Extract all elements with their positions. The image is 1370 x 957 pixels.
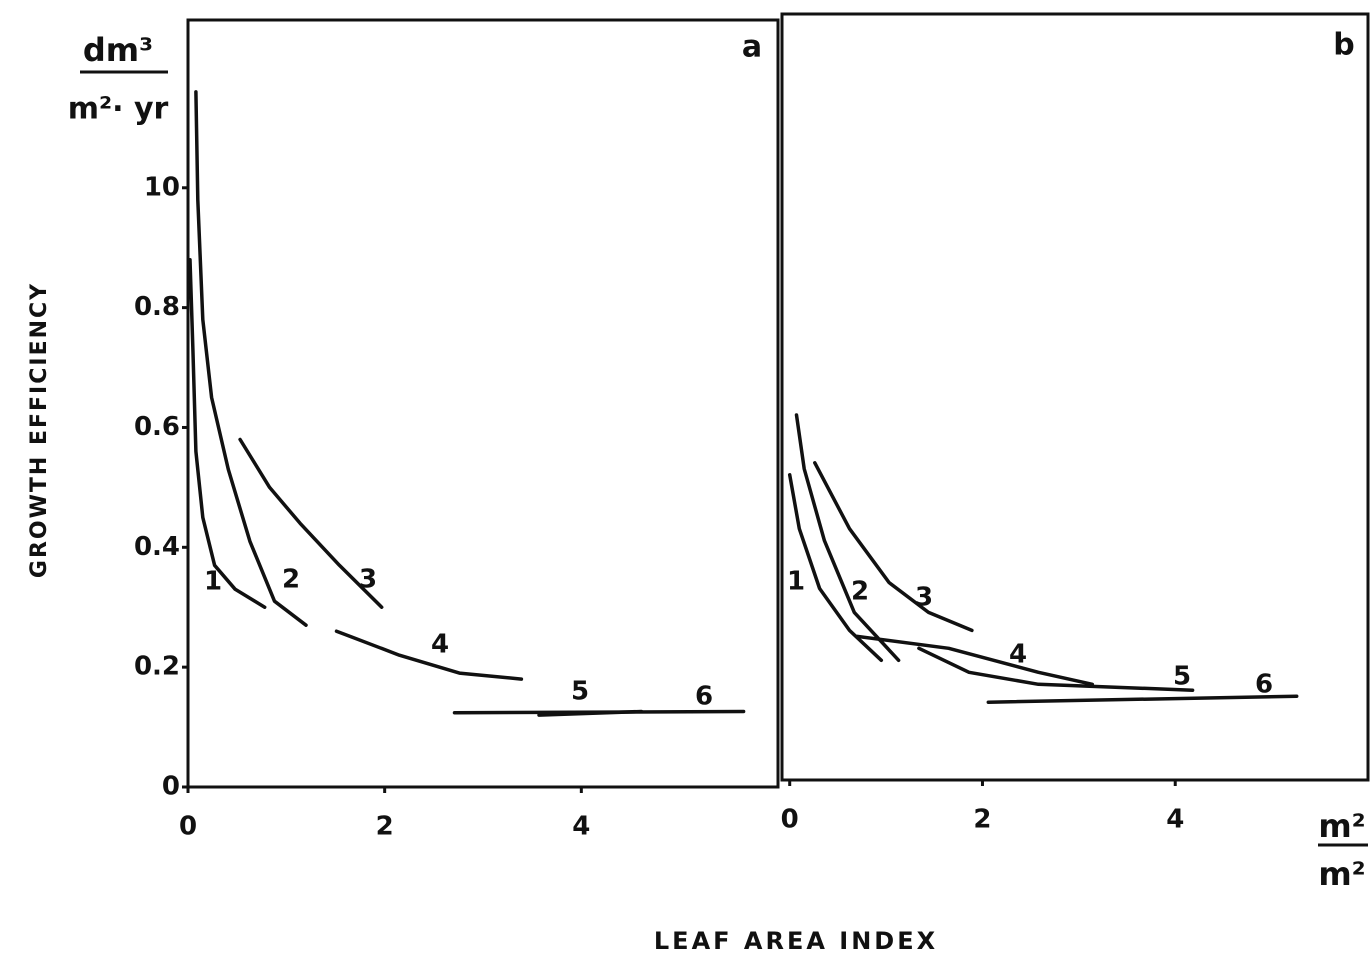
curve-label: 3 <box>359 565 377 595</box>
curve <box>194 90 308 627</box>
curve-label: 5 <box>1173 662 1191 692</box>
panel-label: b <box>1333 28 1354 63</box>
y-unit-numerator: dm³ <box>83 31 153 69</box>
y-axis-label: GROWTH EFFICIENCY <box>27 282 52 578</box>
y-tick-label: 0.2 <box>134 652 180 682</box>
curve <box>188 257 267 609</box>
curve-label: 2 <box>851 577 869 607</box>
curve-label: 3 <box>915 583 933 613</box>
plot-frame <box>186 18 780 789</box>
curve <box>986 694 1299 704</box>
curve-label: 2 <box>282 565 300 595</box>
curve <box>238 437 384 609</box>
y-tick-label: 0 <box>162 772 180 802</box>
curve <box>334 629 524 681</box>
x-tick-label: 0 <box>179 812 197 842</box>
x-axis-label: LEAF AREA INDEX <box>654 927 938 955</box>
y-unit-denominator: m²· yr <box>68 92 169 127</box>
curve <box>855 634 1095 687</box>
curve-label: 6 <box>695 682 713 712</box>
curve <box>452 709 746 715</box>
x-tick-label: 4 <box>1166 805 1184 835</box>
curve-label: 6 <box>1255 670 1273 700</box>
x-tick-label: 0 <box>781 805 799 835</box>
curve <box>813 461 974 633</box>
x-tick-label: 2 <box>973 805 991 835</box>
curve-label: 1 <box>787 567 805 597</box>
curve-label: 4 <box>431 630 449 660</box>
curve-label: 4 <box>1009 640 1027 670</box>
curve <box>794 413 901 663</box>
curve-label: 5 <box>571 677 589 707</box>
x-unit-numerator: m² <box>1318 807 1365 845</box>
plot-frame <box>780 12 1370 782</box>
curve <box>917 646 1195 692</box>
curve <box>787 473 884 663</box>
y-tick-label: 0.6 <box>134 412 180 442</box>
y-tick-label: 0.4 <box>134 532 180 562</box>
panel-label: a <box>742 30 762 65</box>
x-tick-label: 4 <box>572 812 590 842</box>
x-tick-label: 2 <box>376 812 394 842</box>
x-unit-denominator: m² <box>1318 855 1365 893</box>
y-tick-label: 0.8 <box>134 292 180 322</box>
y-tick-label: 10 <box>144 172 180 202</box>
curve-label: 1 <box>204 567 222 597</box>
